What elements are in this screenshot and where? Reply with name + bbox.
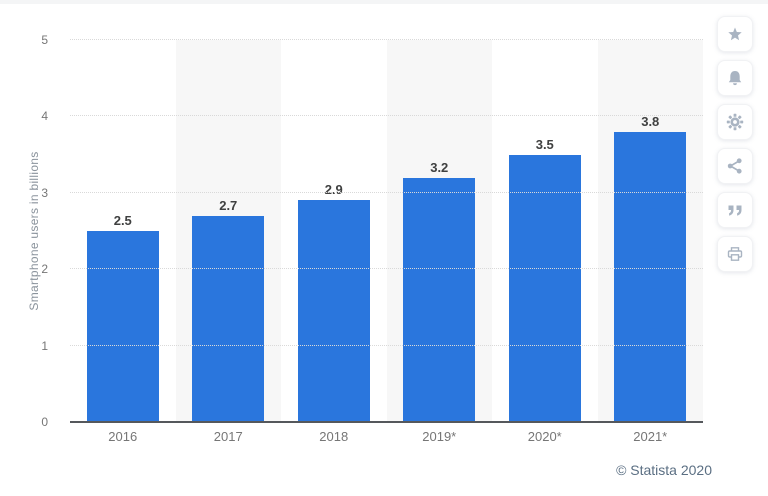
x-tick-label: 2020*: [527, 429, 562, 444]
settings-button[interactable]: [717, 104, 753, 140]
notifications-button[interactable]: [717, 60, 753, 96]
y-tick-label: 4: [41, 109, 48, 124]
favorite-button[interactable]: [717, 16, 753, 52]
printer-icon: [727, 247, 743, 261]
y-tick-label: 0: [41, 415, 48, 429]
x-tick-label: 2019*: [422, 429, 457, 444]
gridline-1: [70, 344, 703, 346]
value-label: 3.2: [430, 159, 449, 175]
gridline-4: [70, 115, 703, 117]
chart-column-2021*: 3.8: [597, 40, 703, 422]
value-label: 2.7: [219, 197, 238, 213]
bar-2019*[interactable]: [403, 177, 476, 422]
x-tick-label: 2017: [213, 429, 243, 444]
bar-2018[interactable]: [297, 200, 370, 422]
plot-area: 2.5 2.7 2.9 3.2 3.5 3.8: [70, 39, 703, 422]
statista-credit: © Statista 2020: [616, 462, 712, 478]
y-tick-label: 5: [41, 33, 48, 47]
bar-2017[interactable]: [192, 215, 265, 422]
y-tick-label: 3: [41, 185, 48, 200]
x-axis: 2016 2017 2018 2019* 2020* 2021*: [70, 429, 703, 447]
y-axis: 0 1 2 3 4 5: [0, 34, 58, 428]
share-button[interactable]: [717, 148, 753, 184]
y-tick-label: 1: [41, 338, 48, 353]
bar-2016[interactable]: [86, 231, 159, 422]
gear-icon: [726, 113, 744, 131]
cite-button[interactable]: [717, 192, 753, 228]
x-tick-label: 2016: [108, 429, 138, 444]
chart-column-2018: 2.9: [281, 40, 387, 422]
gridline-5: [70, 39, 703, 40]
chart-column-2019*: 3.2: [386, 40, 492, 422]
print-button[interactable]: [717, 236, 753, 272]
value-label: 2.9: [324, 182, 343, 198]
x-tick-label: 2018: [319, 429, 349, 444]
value-label: 2.5: [113, 213, 132, 228]
share-icon: [727, 158, 742, 174]
y-tick-label: 2: [41, 262, 48, 277]
bell-icon: [728, 71, 742, 86]
chart-column-2020*: 3.5: [492, 40, 598, 422]
x-tick-label: 2021*: [633, 429, 668, 444]
chart-column-2017: 2.7: [175, 40, 281, 422]
quote-icon: [728, 205, 742, 216]
value-label: 3.8: [641, 113, 660, 129]
bar-2021*[interactable]: [614, 131, 687, 422]
gridline-3: [70, 191, 703, 193]
chart-column-2016: 2.5: [70, 40, 176, 422]
star-icon: [728, 27, 742, 41]
gridline-2: [70, 268, 703, 270]
x-axis-line: [70, 421, 703, 423]
bar-2020*[interactable]: [508, 154, 581, 422]
top-border-strip: [0, 0, 768, 4]
value-label: 3.5: [535, 136, 554, 152]
chart-toolbar: [717, 16, 753, 272]
